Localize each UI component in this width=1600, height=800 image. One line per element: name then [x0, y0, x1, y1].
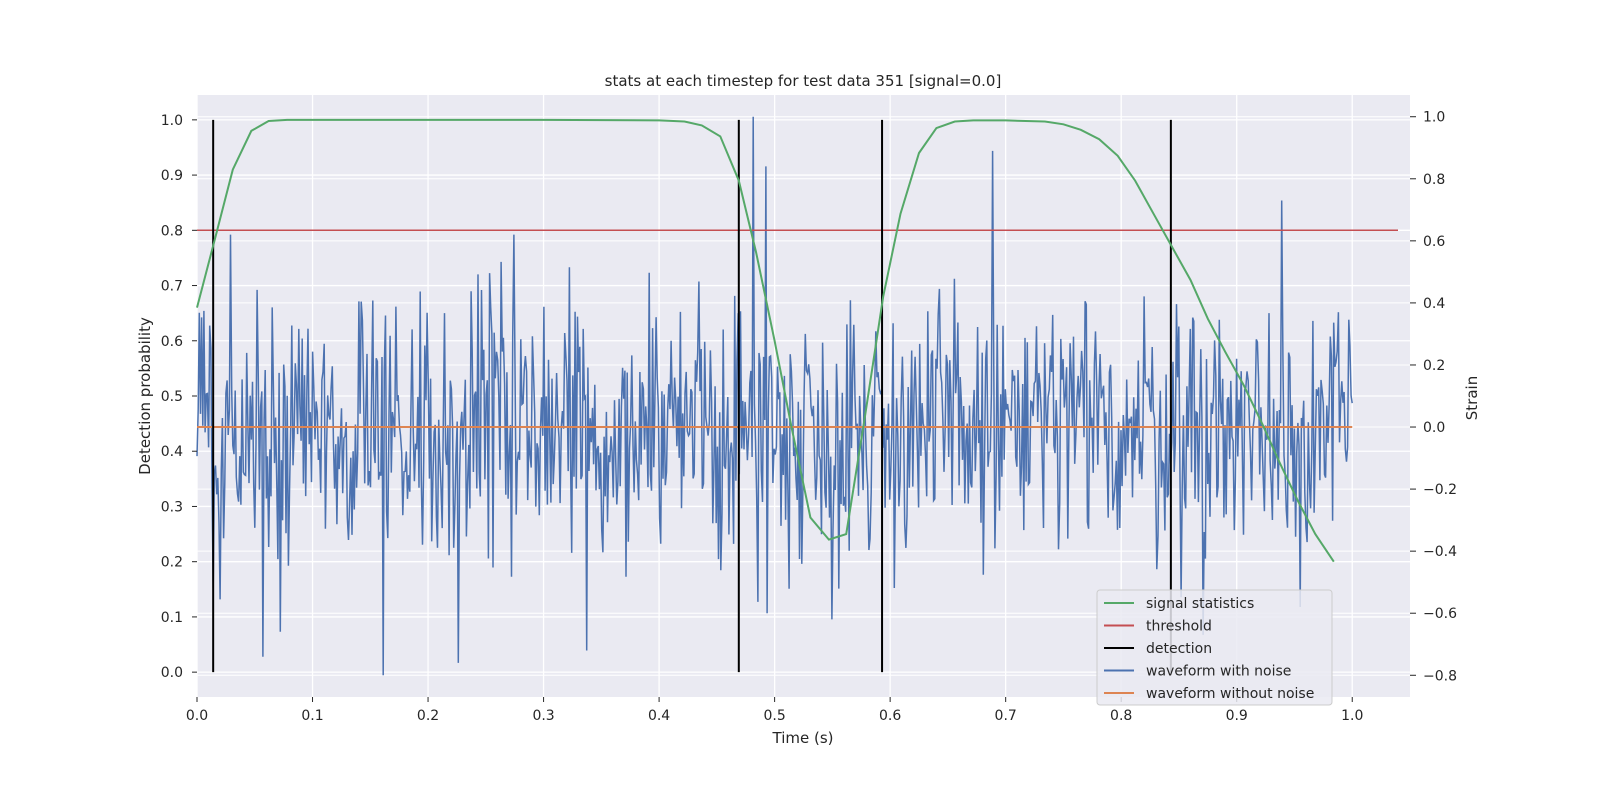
y-right-tick-label: −0.4 — [1423, 544, 1457, 560]
x-tick-label: 0.4 — [648, 708, 670, 724]
legend-label: waveform without noise — [1146, 686, 1314, 702]
y-left-tick-label: 0.3 — [161, 499, 183, 515]
y-right-axis-label: Strain — [1463, 376, 1481, 420]
y-left-tick-label: 0.6 — [161, 334, 183, 350]
y-right-tick-label: 1.0 — [1423, 110, 1445, 126]
y-left-tick-labels: 0.0 0.1 0.2 0.3 0.4 0.5 0.6 0.7 0.8 0.9 1.0 — [161, 113, 197, 681]
legend-label: waveform with noise — [1146, 664, 1291, 680]
x-tick-label: 0.5 — [763, 708, 785, 724]
x-tick-label: 0.8 — [1110, 708, 1132, 724]
y-left-tick-label: 0.5 — [161, 389, 183, 405]
waveform-with-noise-line — [196, 116, 1353, 676]
x-tick-label: 0.6 — [879, 708, 901, 724]
legend-label: threshold — [1146, 619, 1212, 635]
x-tick-label: 0.7 — [995, 708, 1017, 724]
series-layer — [196, 116, 1398, 676]
y-right-tick-label: 0.2 — [1423, 358, 1445, 374]
y-left-axis-label: Detection probability — [136, 317, 154, 475]
signal-statistics-line — [196, 118, 1335, 563]
x-tick-label: 0.0 — [186, 708, 208, 724]
y-right-tick-label: −0.6 — [1423, 606, 1457, 622]
y-left-tick-label: 1.0 — [161, 113, 183, 129]
legend: signal statistics threshold detection wavef… — [1096, 589, 1333, 706]
legend-label: signal statistics — [1146, 596, 1254, 612]
y-left-tick-label: 0.9 — [161, 168, 183, 184]
x-tick-label: 0.3 — [532, 708, 554, 724]
x-tick-label: 0.9 — [1226, 708, 1248, 724]
y-right-tick-labels: −0.8 −0.6 −0.4 −0.2 0.0 0.2 0.4 0.6 0.8 1.0 — [1410, 110, 1457, 684]
y-left-tick-label: 0.2 — [161, 555, 183, 571]
y-left-tick-label: 0.4 — [161, 444, 183, 460]
x-tick-label: 1.0 — [1341, 708, 1363, 724]
x-tick-labels: 0.0 0.1 0.2 0.3 0.4 0.5 0.6 0.7 0.8 0.9 1.0 — [186, 697, 1363, 724]
y-left-tick-label: 0.8 — [161, 223, 183, 239]
y-right-tick-label: 0.4 — [1423, 296, 1445, 312]
y-left-tick-label: 0.0 — [161, 665, 183, 681]
chart-title: stats at each timestep for test data 351… — [605, 72, 1002, 90]
x-tick-label: 0.1 — [301, 708, 323, 724]
legend-box — [1096, 589, 1333, 706]
legend-label: detection — [1146, 641, 1212, 657]
y-right-tick-label: −0.2 — [1423, 482, 1457, 498]
y-right-tick-label: −0.8 — [1423, 668, 1457, 684]
x-axis-label: Time (s) — [772, 729, 834, 747]
y-right-tick-label: 0.6 — [1423, 234, 1445, 250]
y-right-tick-label: 0.8 — [1423, 172, 1445, 188]
y-right-tick-label: 0.0 — [1423, 420, 1445, 436]
x-tick-label: 0.2 — [417, 708, 439, 724]
y-left-tick-label: 0.1 — [161, 610, 183, 626]
y-left-tick-label: 0.7 — [161, 279, 183, 295]
